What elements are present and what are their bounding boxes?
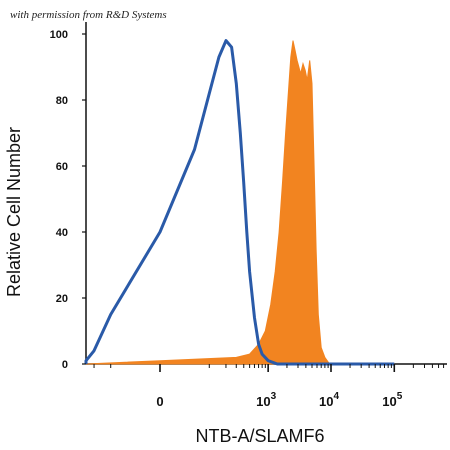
- x-tick-label: 105: [382, 391, 402, 409]
- y-tick-label: 0: [62, 359, 68, 371]
- x-ticks: 0 103 104 105: [93, 364, 445, 409]
- x-tick-base: 10: [319, 394, 333, 409]
- y-tick-label: 40: [56, 227, 68, 239]
- x-tick-label: 104: [319, 391, 339, 409]
- series-layer: [84, 39, 395, 366]
- x-tick-base: 10: [382, 394, 396, 409]
- x-tick-label: 103: [256, 391, 276, 409]
- y-tick-label: 80: [56, 95, 68, 107]
- y-tick-label: 20: [56, 293, 68, 305]
- x-tick-label: 0: [156, 394, 163, 409]
- y-ticks: 0 20 40 60 80 100: [50, 29, 86, 371]
- filled-histogram: [85, 40, 395, 365]
- y-tick-label: 100: [50, 29, 68, 41]
- x-tick-exponent: 3: [271, 391, 277, 402]
- control-histogram-outline: [84, 39, 395, 366]
- x-tick-base: 0: [156, 394, 163, 409]
- y-axis-label: Relative Cell Number: [4, 127, 24, 297]
- x-tick-exponent: 4: [333, 391, 339, 402]
- x-tick-base: 10: [256, 394, 270, 409]
- watermark-text: with permission from R&D Systems: [10, 9, 167, 21]
- x-tick-exponent: 5: [397, 391, 403, 402]
- x-axis-label: NTB-A/SLAMF6: [195, 426, 324, 446]
- y-tick-label: 60: [56, 161, 68, 173]
